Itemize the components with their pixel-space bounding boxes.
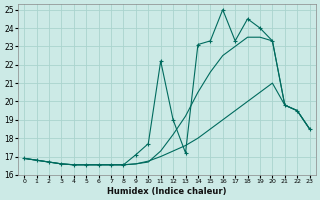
- X-axis label: Humidex (Indice chaleur): Humidex (Indice chaleur): [107, 187, 227, 196]
